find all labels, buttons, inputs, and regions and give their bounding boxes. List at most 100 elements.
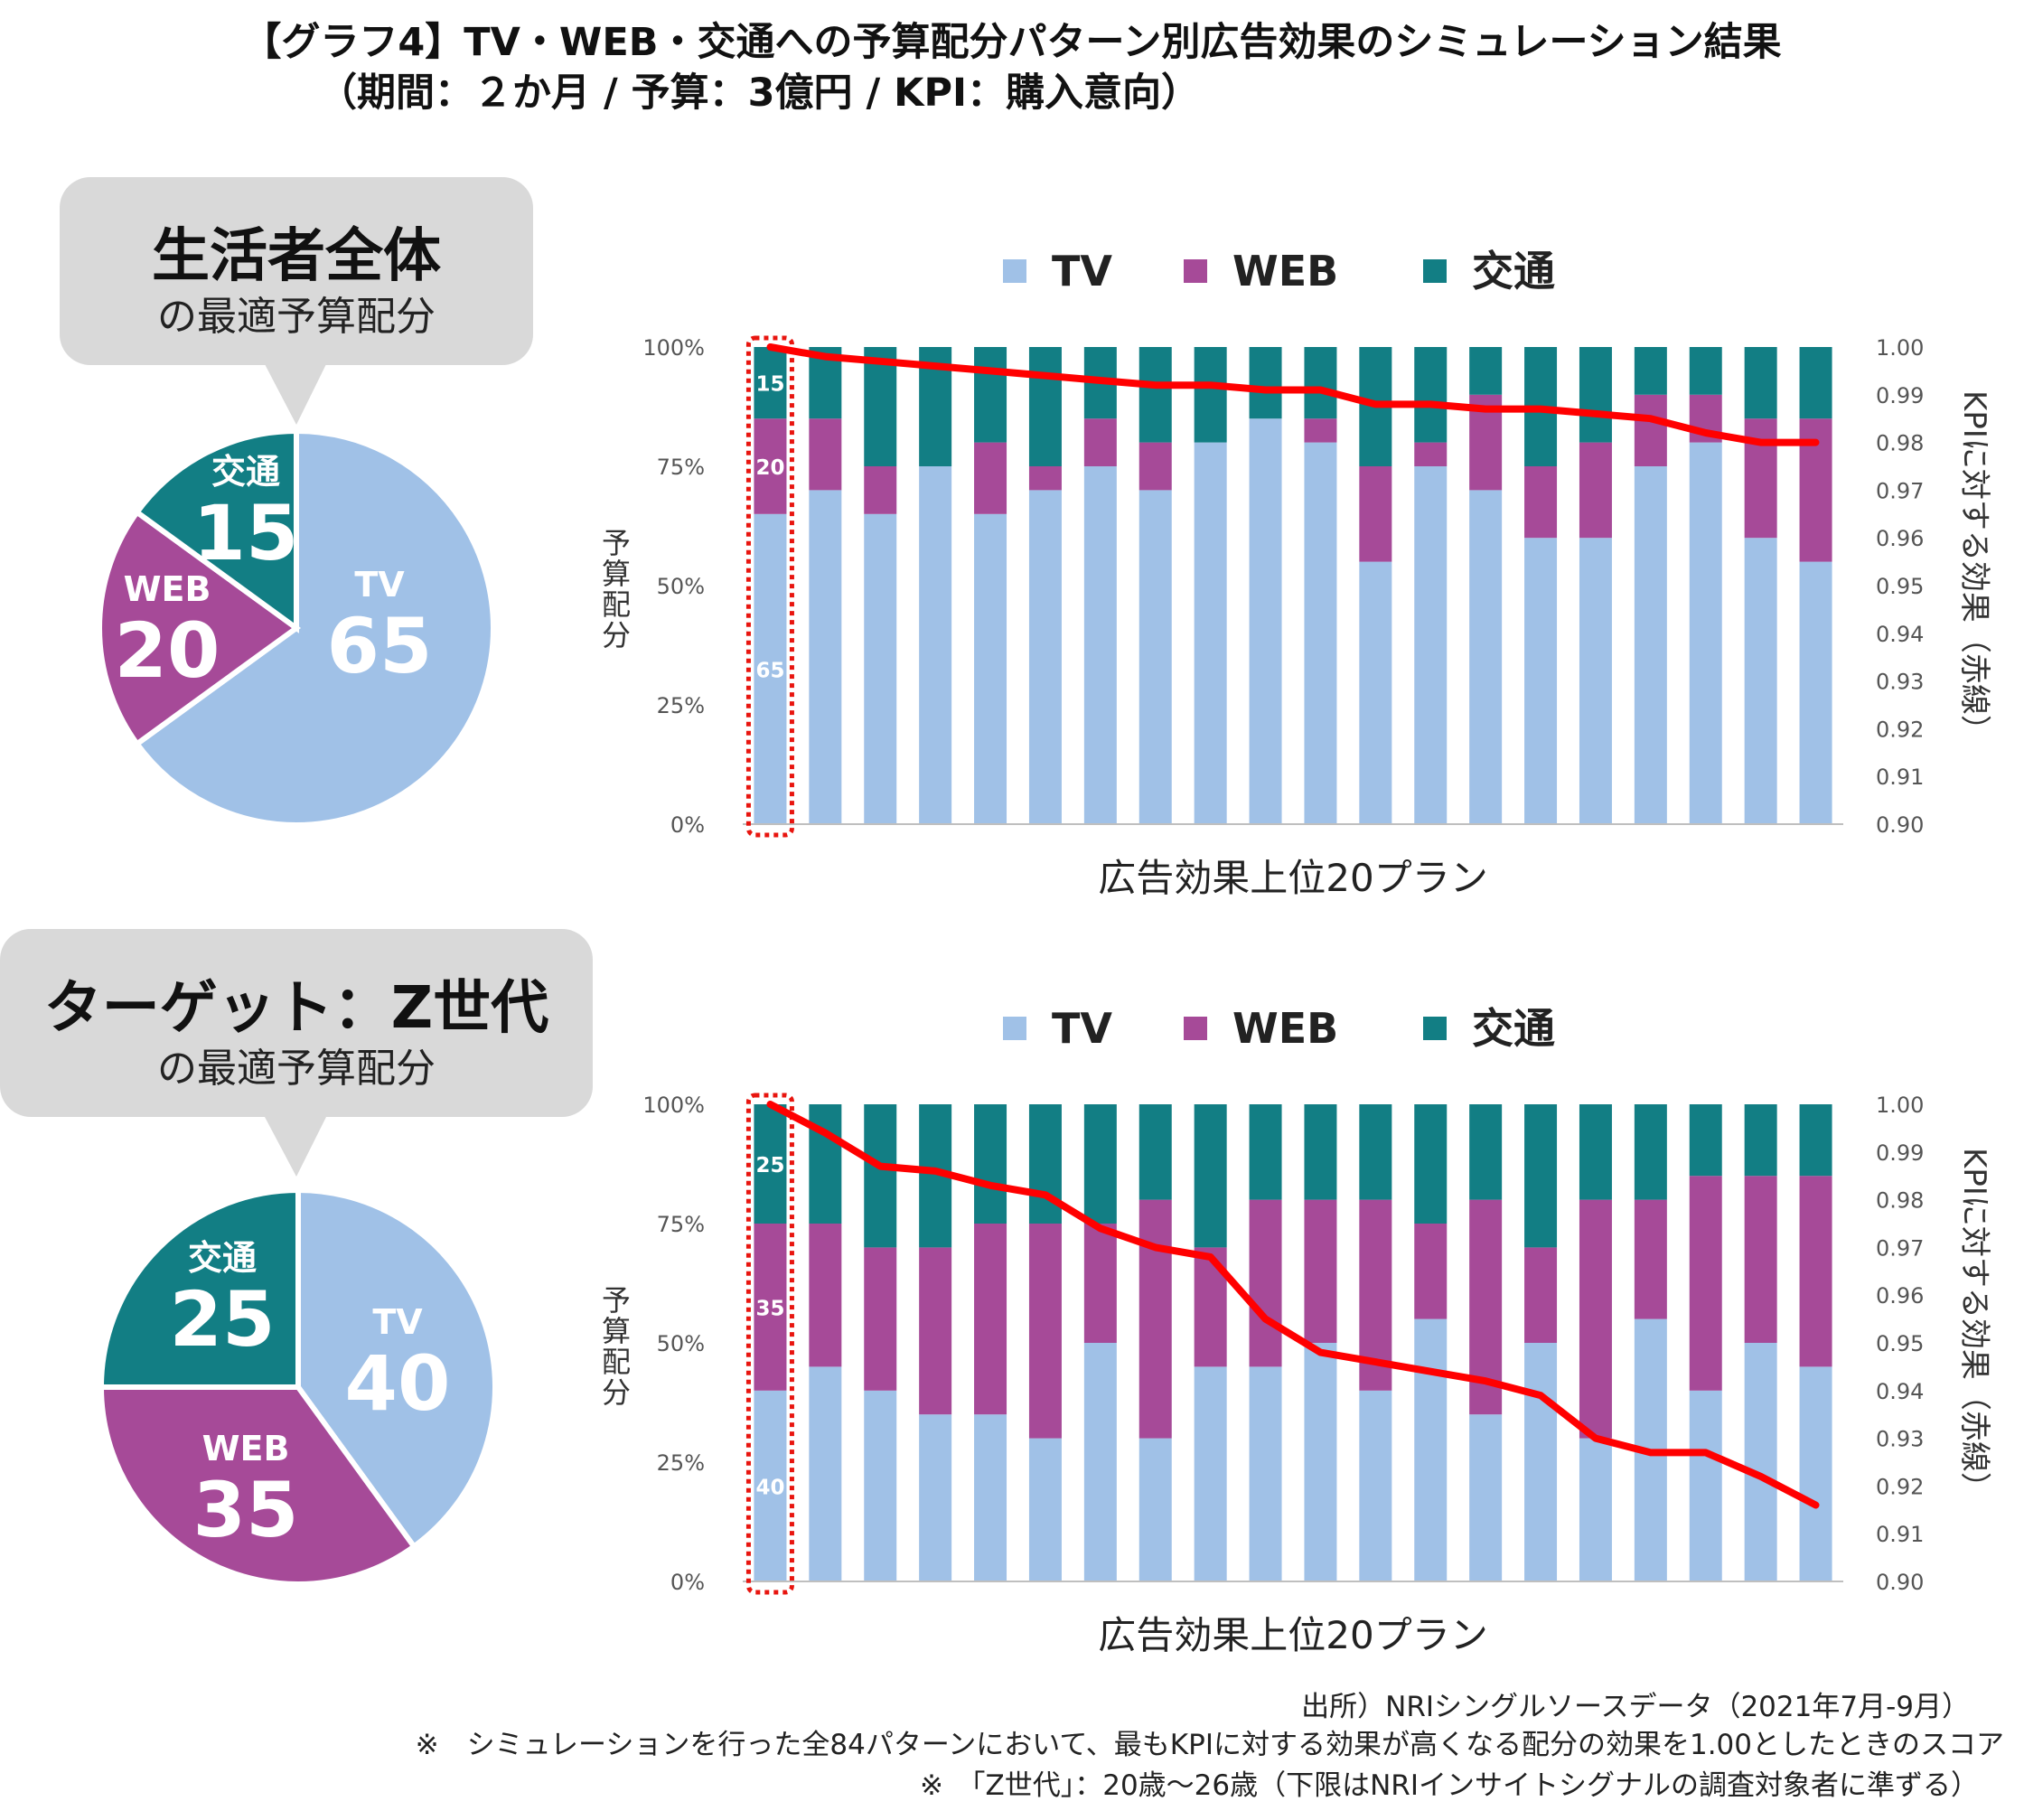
bar-segment-transit — [1469, 347, 1503, 395]
callout-title: 生活者全体 — [152, 223, 441, 290]
bar-segment-tv — [1799, 561, 1832, 824]
y2-axis-tick-label: 0.95 — [1876, 574, 1924, 599]
legend-label: TV — [1052, 1004, 1112, 1053]
bar-segment-tv — [1138, 1438, 1172, 1581]
y2-axis-tick-label: 0.90 — [1876, 1570, 1924, 1595]
legend-label: 交通 — [1472, 247, 1555, 296]
bar-segment-tv — [809, 490, 842, 824]
bar-segment-transit — [1689, 347, 1722, 395]
bar-segment-web — [974, 442, 1007, 514]
bar-data-label: 35 — [755, 1297, 784, 1320]
bar-segment-web — [1028, 1224, 1062, 1439]
y2-axis-tick-label: 0.92 — [1876, 717, 1924, 742]
bar-segment-transit — [864, 1104, 897, 1248]
bar-segment-web — [1524, 1247, 1558, 1343]
bar-segment-tv — [1744, 538, 1777, 824]
bar-segment-tv — [864, 513, 897, 824]
bar-segment-tv — [974, 513, 1007, 824]
footnote-score: ※ シミュレーションを行った全84パターンにおいて、最もKPIに対する効果が高く… — [415, 1729, 2004, 1761]
bar-segment-transit — [1524, 1104, 1558, 1248]
bar-segment-web — [1249, 1199, 1282, 1367]
bar-segment-tv — [1194, 442, 1227, 824]
y2-axis-tick-label: 0.99 — [1876, 1140, 1924, 1166]
callout-subtitle: の最適予算配分 — [157, 1046, 436, 1092]
bar-segment-tv — [1469, 1414, 1503, 1581]
legend-label: 交通 — [1472, 1004, 1555, 1053]
legend-swatch — [1184, 259, 1207, 283]
bar-data-label: 65 — [755, 659, 784, 682]
bar-segment-tv — [1359, 561, 1392, 824]
bar-segment-tv — [1249, 1366, 1282, 1581]
legend-swatch — [1423, 1017, 1447, 1040]
bar-segment-tv — [1524, 538, 1558, 824]
bar-data-label: 40 — [755, 1476, 784, 1499]
bar-segment-transit — [809, 1104, 842, 1224]
y2-axis-tick-label: 0.96 — [1876, 1283, 1924, 1309]
y2-axis-tick-label: 0.98 — [1876, 431, 1924, 456]
bar-segment-transit — [1194, 347, 1227, 443]
page-title-line1: 【グラフ4】TV・WEB・交通への予算配分パターン別広告効果のシミュレーション結… — [242, 20, 1782, 65]
pie-slice-name: TV — [354, 565, 405, 605]
bar-segment-transit — [1799, 1104, 1832, 1177]
bar-segment-tv — [974, 1414, 1007, 1581]
y2-axis-tick-label: 0.97 — [1876, 1235, 1924, 1261]
bar-segment-web — [1414, 1224, 1448, 1319]
y2-axis-tick-label: 0.95 — [1876, 1331, 1924, 1356]
bar-segment-web — [1579, 442, 1612, 539]
y-axis-tick-label: 75% — [657, 1212, 705, 1237]
y2-axis-tick-label: 0.91 — [1876, 765, 1924, 790]
bar-segment-transit — [1414, 347, 1448, 443]
x-axis-title: 広告効果上位20プラン — [1098, 1613, 1487, 1657]
bar-segment-transit — [974, 347, 1007, 443]
bar-segment-web — [1744, 418, 1777, 539]
bar-segment-tv — [754, 1390, 787, 1581]
y2-axis-tick-label: 0.96 — [1876, 526, 1924, 551]
y-axis-tick-label: 0% — [670, 812, 705, 838]
pie-slice-name: 交通 — [188, 1238, 257, 1278]
bar-segment-web — [1634, 394, 1667, 466]
pie-slice-value: 65 — [327, 602, 433, 690]
page-title-line2: （期間：２か月 / 予算：3億円 / KPI：購入意向） — [317, 70, 1201, 116]
bar-segment-tv — [919, 466, 952, 824]
y-axis-tick-label: 25% — [657, 1450, 705, 1476]
bar-segment-transit — [1579, 347, 1612, 443]
bar-segment-tv — [1469, 490, 1503, 824]
pie-slice-value: 25 — [170, 1275, 276, 1364]
bar-segment-web — [754, 418, 787, 514]
bar-segment-transit — [1634, 347, 1667, 395]
bar-segment-web — [1634, 1199, 1667, 1319]
bar-segment-transit — [1138, 347, 1172, 443]
y2-axis-tick-label: 0.98 — [1876, 1188, 1924, 1214]
bar-segment-tv — [1304, 1343, 1337, 1581]
bar-segment-web — [1359, 466, 1392, 562]
bar-segment-web — [864, 1247, 897, 1391]
bar-segment-transit — [1689, 1104, 1722, 1177]
bar-data-label: 25 — [755, 1154, 784, 1177]
pie-slice-name: 交通 — [211, 452, 280, 492]
bar-segment-web — [754, 1224, 787, 1391]
legend-swatch — [1184, 1017, 1207, 1040]
pie-slice-web — [98, 1384, 418, 1587]
pie-slice-value: 35 — [193, 1466, 299, 1554]
bar-segment-web — [864, 466, 897, 514]
pie-slice-name: TV — [372, 1302, 423, 1342]
bar-segment-web — [1028, 466, 1062, 491]
y2-axis-tick-label: 0.91 — [1876, 1522, 1924, 1547]
stacked-bar-chart-overall: TV WEB 交通 0% 25% 50% 75% 100% 0.90 0.91 0.92 0.93 0.… — [602, 247, 1992, 900]
pie-slice-web — [97, 508, 302, 748]
bar-segment-tv — [1579, 538, 1612, 824]
stacked-bar-chart-gen-z: TV WEB 交通 0% 25% 50% 75% 100% 0.90 0.91 0.92 0.93 0.… — [602, 1004, 1992, 1657]
bar-segment-transit — [1744, 347, 1777, 419]
legend-label: TV — [1052, 247, 1112, 296]
top-plan-highlight — [745, 1093, 794, 1595]
bar-segment-web — [974, 1224, 1007, 1415]
callout-title: ターゲット：Z世代 — [43, 975, 549, 1042]
bar-segment-tv — [1414, 1318, 1448, 1581]
bar-segment-web — [1689, 1176, 1722, 1391]
bar-segment-tv — [1799, 1366, 1832, 1581]
pie-slice-transit — [133, 427, 299, 633]
y-axis-tick-label: 0% — [670, 1570, 705, 1595]
bar-data-label: 20 — [755, 456, 784, 480]
bar-segment-web — [1744, 1176, 1777, 1343]
